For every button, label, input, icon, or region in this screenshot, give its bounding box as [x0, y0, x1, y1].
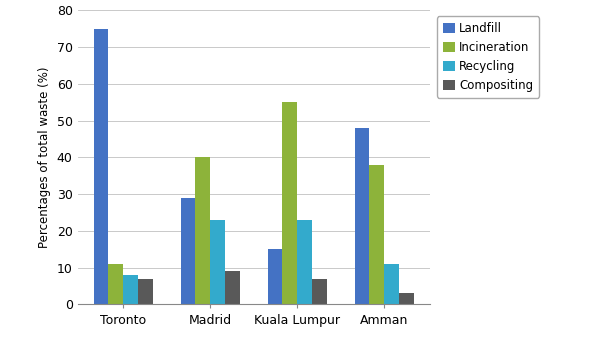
Bar: [399, 293, 414, 304]
Bar: [94, 29, 109, 304]
Bar: [267, 249, 282, 304]
Bar: [195, 157, 210, 304]
Bar: [312, 279, 327, 304]
Legend: Landfill, Incineration, Recycling, Compositing: Landfill, Incineration, Recycling, Compo…: [437, 16, 539, 98]
Bar: [297, 220, 312, 304]
Bar: [384, 264, 399, 304]
Bar: [355, 128, 370, 304]
Y-axis label: Percentages of total waste (%): Percentages of total waste (%): [38, 67, 51, 248]
Bar: [181, 198, 195, 304]
Bar: [370, 165, 384, 304]
Bar: [225, 271, 240, 304]
Bar: [210, 220, 225, 304]
Bar: [282, 102, 297, 304]
Bar: [138, 279, 153, 304]
Bar: [109, 264, 123, 304]
Bar: [123, 275, 138, 304]
